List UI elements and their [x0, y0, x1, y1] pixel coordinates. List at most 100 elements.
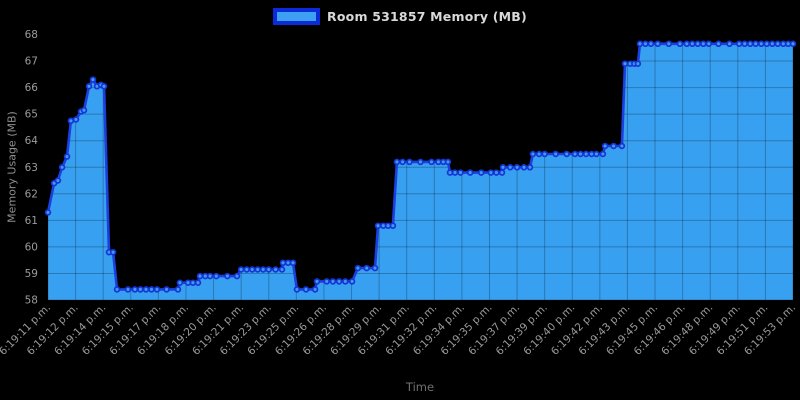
data-point-marker[interactable]: [683, 40, 691, 48]
data-point-marker[interactable]: [354, 264, 362, 272]
data-point-marker[interactable]: [618, 142, 626, 150]
data-point-marker[interactable]: [44, 209, 52, 216]
data-point-marker[interactable]: [389, 222, 397, 229]
data-point-marker[interactable]: [417, 158, 424, 166]
data-point-marker[interactable]: [642, 40, 649, 48]
data-point-marker[interactable]: [206, 272, 214, 280]
data-point-marker[interactable]: [313, 278, 321, 285]
data-point-marker[interactable]: [265, 266, 272, 273]
data-point-marker[interactable]: [752, 40, 759, 48]
data-point-marker[interactable]: [498, 169, 506, 176]
data-point-marker[interactable]: [363, 264, 370, 272]
data-point-marker[interactable]: [610, 142, 617, 150]
data-point-marker[interactable]: [526, 164, 534, 171]
data-point-marker[interactable]: [335, 278, 343, 285]
data-point-marker[interactable]: [153, 286, 161, 293]
data-point-marker[interactable]: [457, 169, 464, 176]
data-point-marker[interactable]: [487, 169, 495, 176]
data-point-marker[interactable]: [72, 116, 80, 123]
data-point-marker[interactable]: [196, 272, 204, 280]
data-point-marker[interactable]: [746, 40, 754, 48]
data-point-marker[interactable]: [176, 279, 184, 286]
data-point-marker[interactable]: [758, 40, 765, 48]
data-point-marker[interactable]: [289, 259, 297, 267]
data-point-marker[interactable]: [302, 286, 310, 293]
data-point-marker[interactable]: [541, 150, 548, 158]
data-point-marker[interactable]: [113, 286, 121, 293]
data-point-marker[interactable]: [621, 60, 629, 67]
data-point-marker[interactable]: [552, 150, 559, 158]
data-point-marker[interactable]: [741, 40, 748, 48]
data-point-marker[interactable]: [599, 150, 607, 158]
data-point-marker[interactable]: [493, 169, 500, 176]
data-point-marker[interactable]: [715, 40, 722, 48]
data-point-marker[interactable]: [705, 40, 713, 48]
data-point-marker[interactable]: [446, 169, 454, 176]
data-point-marker[interactable]: [506, 164, 514, 171]
data-point-marker[interactable]: [54, 177, 62, 184]
data-point-marker[interactable]: [444, 158, 452, 166]
data-point-marker[interactable]: [259, 266, 267, 273]
data-point-marker[interactable]: [647, 40, 655, 48]
data-point-marker[interactable]: [374, 222, 382, 229]
data-point-marker[interactable]: [499, 164, 507, 171]
data-point-marker[interactable]: [100, 83, 108, 90]
data-point-marker[interactable]: [254, 266, 261, 273]
data-point-marker[interactable]: [689, 40, 696, 48]
data-point-marker[interactable]: [85, 83, 93, 90]
data-point-marker[interactable]: [571, 150, 579, 158]
data-point-marker[interactable]: [174, 286, 182, 293]
data-point-marker[interactable]: [342, 278, 349, 285]
data-point-marker[interactable]: [428, 158, 435, 166]
data-point-marker[interactable]: [224, 272, 231, 280]
data-point-marker[interactable]: [137, 286, 144, 293]
data-point-marker[interactable]: [694, 40, 702, 48]
data-point-marker[interactable]: [213, 272, 220, 280]
data-point-marker[interactable]: [563, 150, 570, 158]
data-point-marker[interactable]: [513, 164, 521, 171]
data-point-marker[interactable]: [233, 272, 241, 280]
data-point-marker[interactable]: [577, 150, 584, 158]
data-point-marker[interactable]: [243, 266, 250, 273]
data-point-marker[interactable]: [593, 150, 600, 158]
data-point-marker[interactable]: [80, 106, 88, 114]
data-point-marker[interactable]: [789, 40, 797, 48]
data-point-marker[interactable]: [654, 40, 662, 48]
data-point-marker[interactable]: [665, 40, 673, 48]
data-point-marker[interactable]: [329, 278, 337, 285]
data-point-marker[interactable]: [163, 286, 170, 293]
data-point-marker[interactable]: [311, 286, 319, 293]
data-point-marker[interactable]: [371, 264, 379, 272]
data-point-marker[interactable]: [393, 158, 401, 166]
data-point-marker[interactable]: [520, 164, 528, 171]
data-point-marker[interactable]: [735, 40, 743, 48]
data-point-marker[interactable]: [323, 278, 330, 285]
data-point-marker[interactable]: [535, 150, 543, 158]
data-point-marker[interactable]: [272, 266, 279, 273]
data-point-marker[interactable]: [406, 158, 413, 166]
data-point-marker[interactable]: [700, 40, 707, 48]
data-point-marker[interactable]: [109, 248, 117, 256]
data-point-marker[interactable]: [726, 40, 733, 48]
data-point-marker[interactable]: [63, 153, 71, 160]
data-point-marker[interactable]: [763, 40, 771, 48]
data-point-marker[interactable]: [529, 150, 537, 158]
data-point-marker[interactable]: [293, 286, 301, 293]
data-point-marker[interactable]: [636, 40, 644, 48]
data-point-marker[interactable]: [774, 40, 782, 48]
data-point-marker[interactable]: [676, 40, 684, 48]
data-point-marker[interactable]: [278, 266, 286, 273]
data-point-marker[interactable]: [148, 286, 155, 293]
data-point-marker[interactable]: [131, 286, 139, 293]
data-point-marker[interactable]: [634, 60, 642, 67]
data-point-marker[interactable]: [348, 278, 356, 285]
data-point-marker[interactable]: [89, 76, 97, 83]
data-point-marker[interactable]: [399, 158, 406, 166]
data-point-marker[interactable]: [466, 169, 474, 176]
data-point-marker[interactable]: [248, 266, 256, 273]
data-point-marker[interactable]: [582, 150, 590, 158]
data-point-marker[interactable]: [769, 40, 776, 48]
data-point-marker[interactable]: [189, 279, 197, 286]
data-point-marker[interactable]: [142, 286, 150, 293]
data-point-marker[interactable]: [124, 286, 132, 293]
